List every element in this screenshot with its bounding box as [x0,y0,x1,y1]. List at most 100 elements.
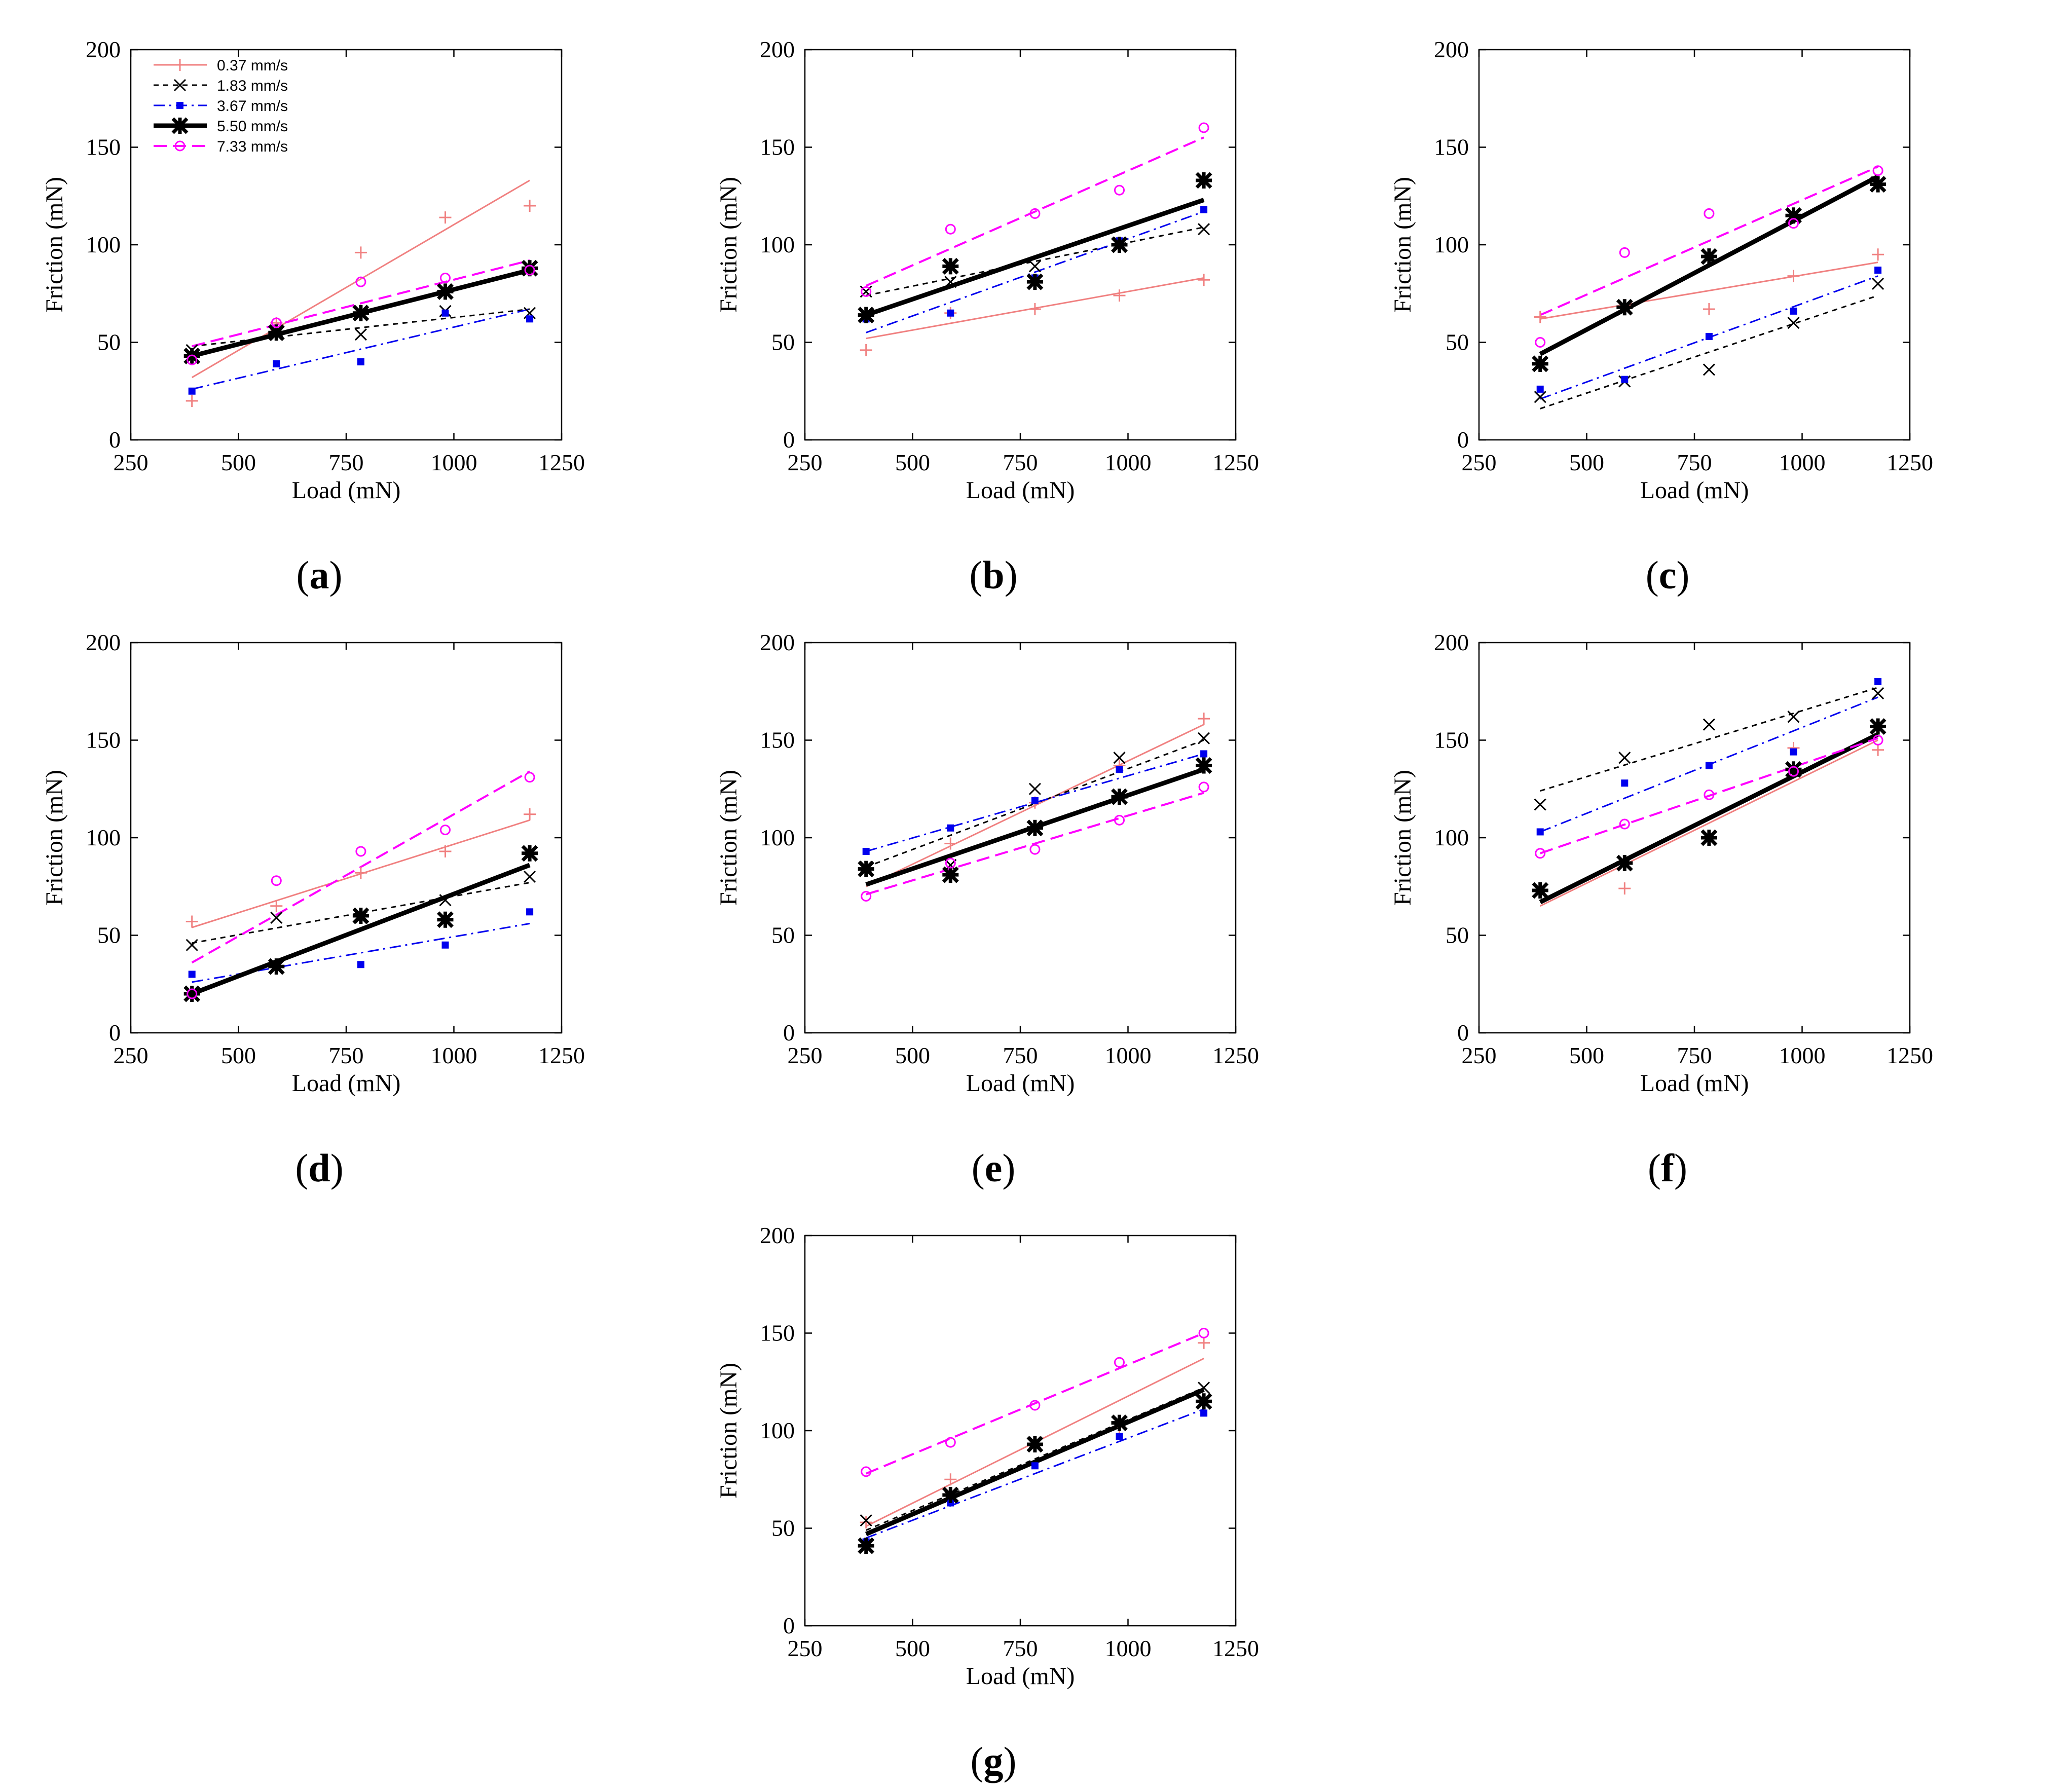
y-tick-label: 100 [760,232,795,257]
fit-line-s037 [1540,739,1878,907]
plot-frame [1478,49,1911,441]
data-point-s367 [1200,750,1208,758]
x-tick-label: 250 [788,1042,823,1068]
x-tick-label: 500 [1569,450,1604,475]
data-point-s037 [860,1516,872,1528]
data-point-s183 [1534,391,1546,403]
data-point-s550 [942,866,959,883]
fit-line-s550 [865,198,1205,317]
y-tick-label: 50 [771,329,795,355]
legend-marker-s733 [174,140,186,152]
data-point-s183 [1113,752,1126,764]
y-tick-label: 0 [1457,427,1469,453]
data-point-s550 [1026,819,1044,837]
data-point-s037 [1198,274,1210,286]
y-tick-label: 100 [86,232,121,257]
data-point-s733 [1619,818,1630,830]
y-axis-label: Friction (mN) [1389,177,1416,313]
data-point-s550 [1111,788,1128,805]
data-point-s367 [1790,307,1797,315]
x-tick-label: 750 [1677,450,1712,475]
x-tick-label: 1000 [1105,450,1152,475]
x-tick-label: 500 [895,1042,930,1068]
x-tick-label: 750 [1003,450,1038,475]
data-point-s550 [268,958,285,975]
chart-panel-c: 250 500 750 1000 1250 0 50 100 150 200 Load (mN) Fr… [1369,15,1967,598]
x-tick-label: 500 [895,450,930,475]
x-tick-label: 750 [1003,1042,1038,1068]
data-point-s550 [521,845,538,862]
data-point-s733 [861,1466,872,1477]
x-tick-label: 1250 [1212,1635,1259,1661]
x-axis-label: Load (mN) [1640,1070,1749,1097]
y-axis-label: Friction (mN) [715,177,742,313]
data-point-s037 [1198,713,1210,725]
panel-label-a: (a) [296,553,343,597]
data-point-s183 [944,276,957,288]
x-tick-label: 1250 [1887,450,1933,475]
y-tick-label: 100 [1434,232,1469,257]
data-point-s367 [441,941,449,949]
data-point-s733 [524,265,535,276]
x-axis-label: Load (mN) [292,1070,401,1097]
chart-a: 250 500 750 1000 1250 0 50 100 150 200 Load (mN) Fr… [41,36,585,504]
fit-line-s367 [866,753,1204,852]
panel-label-g: (g) [970,1739,1017,1783]
data-point-s550 [1869,718,1887,735]
y-axis-label: Friction (mN) [41,770,68,906]
fit-line-s037 [191,179,530,379]
y-tick-label: 150 [1434,727,1469,753]
data-point-s183 [1028,260,1041,273]
x-tick-label: 500 [221,450,256,475]
y-tick-label: 150 [86,727,121,753]
data-point-s037 [944,837,957,850]
data-point-s550 [352,907,369,924]
fit-line-s733 [865,136,1204,287]
chart-panel-b: 250 500 750 1000 1250 0 50 100 150 200 Load (mN) Fr… [694,15,1292,598]
panel-label-f: (f) [1648,1146,1687,1190]
chart-f: 250 500 750 1000 1250 0 50 100 150 200 Load (mN) Fr… [1389,629,1933,1097]
x-tick-label: 1000 [431,450,477,475]
data-point-s550 [1700,248,1718,265]
data-point-s733 [1704,789,1715,800]
data-point-s183 [1618,752,1631,764]
data-point-s367 [526,908,534,916]
data-point-s733 [1788,766,1799,777]
data-point-s733 [1029,1400,1041,1411]
data-point-s733 [861,286,872,297]
y-tick-label: 0 [783,1613,795,1638]
fit-line-s037 [1540,262,1878,320]
y-tick-label: 100 [1434,825,1469,850]
y-axis-label: Friction (mN) [41,177,68,313]
x-tick-label: 750 [329,1042,364,1068]
data-point-s367 [1705,762,1713,769]
x-tick-label: 500 [1569,1042,1604,1068]
fit-line-s550 [1539,732,1879,905]
data-point-s367 [357,358,364,365]
data-point-s367 [947,824,954,832]
data-point-s550 [1869,176,1887,193]
x-tick-label: 500 [895,1635,930,1661]
y-tick-label: 50 [771,1515,795,1541]
fit-line-s733 [1540,737,1878,854]
data-point-s183 [439,894,452,907]
y-tick-label: 150 [760,134,795,160]
data-point-s037 [186,915,198,928]
data-point-s367 [1621,779,1629,787]
data-point-s733 [1872,735,1883,745]
data-point-s367 [1116,1433,1123,1440]
data-point-s550 [942,257,959,275]
data-point-s733 [1704,208,1715,219]
data-point-s733 [945,223,956,235]
data-point-s550 [1195,757,1212,774]
data-point-s183 [860,1514,872,1527]
x-tick-label: 250 [114,1042,149,1068]
fit-line-s183 [866,739,1204,868]
plot-frame [130,49,563,441]
fit-line-s733 [192,259,530,348]
data-point-s550 [858,307,875,324]
data-point-s550 [1616,298,1633,316]
fit-line-s367 [866,1408,1204,1539]
x-tick-label: 1000 [1105,1042,1152,1068]
data-point-s733 [524,772,535,783]
